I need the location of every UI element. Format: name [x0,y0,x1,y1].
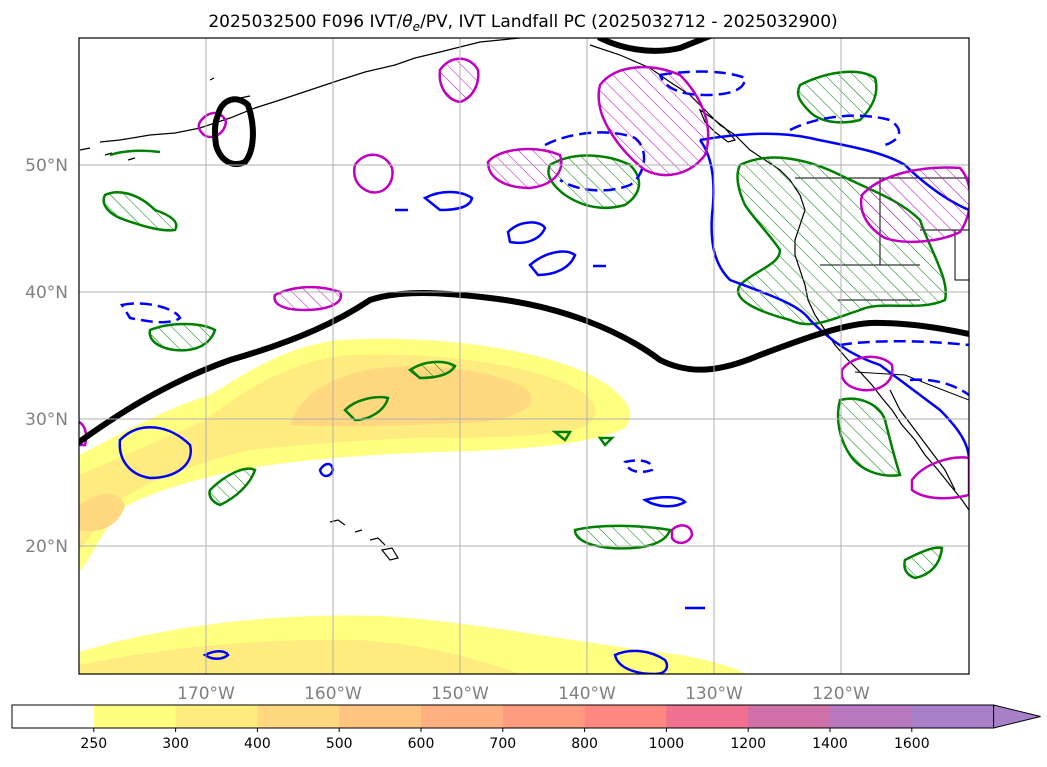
colorbar-tick-labels: 250 300 400 500 600 700 800 1000 1200 1400 1600 [80,736,929,752]
theta-e-loop-west [118,426,193,480]
landfall-pc-loop-pacific [273,285,343,312]
colorbar-segment [911,705,995,728]
theta-e-loop-bottom [613,649,669,674]
lon-label: 120°W [812,684,870,704]
lon-label: 160°W [304,684,362,704]
colorbar-tick-label: 800 [571,736,598,752]
theta-e-dashed-nw [658,70,747,97]
landfall-pc-region-gulf [486,147,563,190]
pv-region-bc [547,154,641,209]
colorbar-segment [421,705,504,728]
lon-label: 150°W [431,684,489,704]
gridlines [79,38,969,674]
theta-e-dashed-west [120,302,182,324]
colorbar-tick-label: 1000 [649,736,685,752]
colorbar-segment [502,705,586,728]
theta-e-small-2 [395,208,705,610]
colorbar-segment [666,705,749,728]
theta-e-coastal-south [698,139,969,461]
theta-e-loop-south [641,496,687,508]
map-panel: 50°N 40°N 30°N 20°N 170°W 160°W 150°W 14… [25,37,970,704]
colorbar-tick-label: 500 [326,736,353,752]
pv-region-westpac [148,322,217,352]
coastline-alaska-peninsula [99,38,521,143]
pv-region-western-gulf [102,191,178,232]
chart-title: 2025032500 F096 IVT/θe/PV, IVT Landfall … [208,12,837,34]
landfall-pc-loop-edge [79,420,88,447]
theta-e-loop-mid [506,221,547,245]
colorbar-tick-label: 1400 [812,736,848,752]
colorbar-tick-label: 1600 [894,736,930,752]
ivt-filled-contours [79,338,745,674]
pv-region-south [573,524,672,550]
colorbar-segment [748,705,831,728]
map-frame [78,37,970,675]
coastline-gulf-california [889,389,956,491]
colorbar-tick-label: 300 [162,736,189,752]
colorbar-tick-label: 700 [489,736,516,752]
longitude-labels: 170°W 160°W 150°W 140°W 130°W 120°W [177,684,870,704]
colorbar-tick-label: 400 [244,736,271,752]
colorbar-tick-label: 600 [408,736,435,752]
theta-e-loop-north [422,190,474,212]
theta-e-small-3 [202,650,230,660]
colorbar-segment [93,705,177,728]
ivt-300-south-band [79,639,520,674]
theta-e-dashed-baja [839,340,969,397]
lon-label: 130°W [685,684,743,704]
colorbar-segment [584,705,667,728]
pv-contours [102,70,948,580]
theta-e-dashed-south [623,459,654,474]
colorbar-segment [257,705,340,728]
jet-main-contour [79,290,969,445]
jet-closed-loop [211,96,256,167]
pv-region-northeast [796,70,878,124]
jet-north-arc [597,38,713,54]
colorbar-tick-label: 250 [80,736,107,752]
pv-region-southeast [903,546,944,580]
lon-label: 140°W [558,684,616,704]
landfall-pc-region-idaho [859,166,969,244]
landfall-pc-loop-south2 [670,524,694,545]
ivt-400-band [79,366,532,532]
colorbar-segment [12,705,95,728]
pv-region-subtropic [208,467,257,507]
latitude-labels: 50°N 40°N 30°N 20°N [25,156,68,557]
landfall-pc-region-washington [597,65,710,177]
theta-e-dashed-ne [789,114,901,147]
landfall-pc-loop-baja [840,355,894,392]
colorbar-ticks [93,728,913,732]
coastline-hawaii [329,519,399,561]
colorbar-segment [830,705,913,728]
landfall-pc-loop-west [353,153,394,194]
lon-label: 170°W [177,684,235,704]
colorbar-segments [11,704,995,729]
coastline-aleutian-islands [79,77,251,161]
lat-label: 20°N [25,537,68,557]
colorbar-tick-label: 1200 [730,736,766,752]
colorbar-segment [175,705,258,728]
colorbar-extend-arrow [993,704,1041,729]
pv-blob-2 [109,149,161,157]
theta-e-contours [118,70,969,674]
jet-contours [79,38,969,445]
lat-label: 30°N [25,410,68,430]
pv-blob-3 [551,430,616,447]
pv-region-west-coast [736,156,948,326]
colorbar-segment [339,705,422,728]
landfall-pc-loop-south [910,456,969,500]
lat-label: 40°N [25,283,68,303]
colorbar: 250 300 400 500 600 700 800 1000 1200 1400 1600 [11,704,1041,752]
landfall-pc-contours [79,57,969,545]
pv-region-baja [836,397,902,477]
pv-region-central [407,360,457,380]
lat-label: 50°N [25,156,68,176]
theta-e-loop-mid2 [528,250,577,277]
